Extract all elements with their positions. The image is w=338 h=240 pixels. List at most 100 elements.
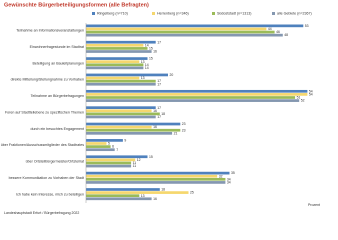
value-label: 17 — [157, 82, 161, 86]
bar — [86, 79, 156, 83]
bar — [86, 96, 296, 99]
bar — [86, 57, 148, 60]
legend-label: Herrenberg (n=346) — [157, 12, 189, 16]
value-label: 53 — [305, 24, 309, 28]
value-label: 32 — [219, 174, 223, 178]
bar — [86, 82, 156, 86]
bar — [86, 93, 308, 96]
y-tick-label: Ich habe kein Interesse, mich zu beteili… — [16, 192, 84, 196]
bar — [86, 191, 189, 194]
legend-label: Südoststadt (n=1313) — [217, 12, 251, 16]
bar — [86, 66, 144, 70]
value-label: 14 — [145, 63, 149, 67]
bar — [86, 128, 181, 132]
y-tick-label: direkte Mitteilung/Stellungnahme zu Vorh… — [11, 78, 84, 82]
bar — [86, 106, 156, 110]
bar — [86, 125, 152, 129]
source: Landeshauptstadt Erfurt / Bürgerbefragun… — [4, 211, 79, 215]
bar — [86, 63, 144, 67]
bar — [86, 194, 140, 198]
value-label: 35 — [231, 171, 235, 175]
bar — [86, 30, 275, 34]
value-label: 14 — [145, 66, 149, 70]
value-label: 13 — [141, 60, 145, 64]
bar — [86, 145, 111, 148]
value-label: 17 — [157, 40, 161, 44]
bar — [86, 89, 308, 93]
value-label: 15 — [149, 155, 153, 159]
bar — [86, 27, 267, 31]
value-label: 34 — [227, 177, 231, 181]
y-tick-label: Einwohnerfragestunde im Stadtrat — [30, 45, 84, 49]
bar — [86, 122, 181, 126]
bar — [86, 76, 140, 80]
value-label: 17 — [157, 115, 161, 119]
bar — [86, 164, 132, 168]
bar — [86, 158, 136, 162]
value-label: 6 — [112, 145, 114, 149]
bar — [86, 148, 115, 152]
y-tick-label: Teilnahme an Informationsveranstaltungen — [16, 29, 84, 33]
bar — [86, 50, 152, 53]
value-label: 7 — [116, 148, 118, 152]
bar — [86, 188, 160, 191]
value-label: 44 — [268, 27, 272, 31]
bar — [86, 43, 144, 47]
legend-label: Ringelberg (n=710) — [97, 12, 128, 16]
chart: Gewünschte Bürgerbeteiligungsformen (all… — [1, 2, 320, 215]
bar — [86, 139, 123, 142]
bar — [86, 197, 152, 201]
bar — [86, 33, 283, 37]
value-label: 54 — [309, 89, 313, 93]
value-label: 46 — [276, 30, 280, 34]
value-label: 17 — [157, 79, 161, 83]
value-label: 11 — [133, 161, 137, 165]
bar — [86, 142, 107, 145]
value-label: 21 — [174, 131, 178, 135]
y-tick-label: über Fraktionen/Ausschussmitglieder des … — [1, 143, 84, 147]
value-label: 48 — [284, 33, 288, 37]
y-tick-label: Beteiligung an Bauleitplanungen — [32, 61, 84, 65]
value-label: 16 — [153, 125, 157, 129]
bar — [86, 99, 300, 102]
value-label: 18 — [161, 112, 165, 116]
value-label: 54 — [309, 92, 313, 96]
y-tick-label: Foren auf Stadtteilebene zu spezifischen… — [5, 110, 84, 114]
bar — [86, 171, 230, 175]
value-label: 17 — [157, 106, 161, 110]
value-label: 15 — [149, 47, 153, 51]
y-tick-label: über Ortsteilbürgermeister/Ortsteilrat — [26, 160, 84, 164]
bar — [86, 174, 218, 178]
chart-title: Gewünschte Bürgerbeteiligungsformen (all… — [4, 2, 149, 8]
bar — [86, 155, 148, 159]
y-tick-label: bessere Kommunikation zu Vorhaben der St… — [9, 176, 84, 180]
value-label: 16 — [153, 109, 157, 113]
value-label: 12 — [137, 158, 141, 162]
value-label: 51 — [297, 96, 301, 100]
bar — [86, 112, 160, 116]
bar — [86, 47, 148, 50]
bar — [86, 60, 140, 64]
legend-swatch — [92, 12, 95, 15]
value-label: 13 — [141, 76, 145, 80]
value-label: 52 — [301, 99, 305, 103]
value-label: 16 — [153, 50, 157, 54]
value-label: 5 — [108, 142, 110, 146]
value-label: 11 — [133, 164, 137, 168]
bar — [86, 181, 226, 184]
bar — [86, 131, 173, 135]
value-label: 23 — [182, 122, 186, 126]
value-label: 15 — [149, 57, 153, 61]
bar — [86, 40, 156, 44]
value-label: 34 — [227, 181, 231, 185]
y-tick-label: durch ein besuchtes Engagement — [30, 127, 84, 131]
legend-swatch — [212, 12, 215, 15]
bar — [86, 109, 152, 113]
bar — [86, 161, 132, 165]
y-tick-label: Teilnahme an Bürgerbefragungen — [31, 94, 84, 98]
legend-swatch — [152, 12, 155, 15]
value-label: 13 — [141, 194, 145, 198]
value-label: 18 — [161, 188, 165, 192]
value-label: 16 — [153, 197, 157, 201]
value-label: 20 — [170, 73, 174, 77]
